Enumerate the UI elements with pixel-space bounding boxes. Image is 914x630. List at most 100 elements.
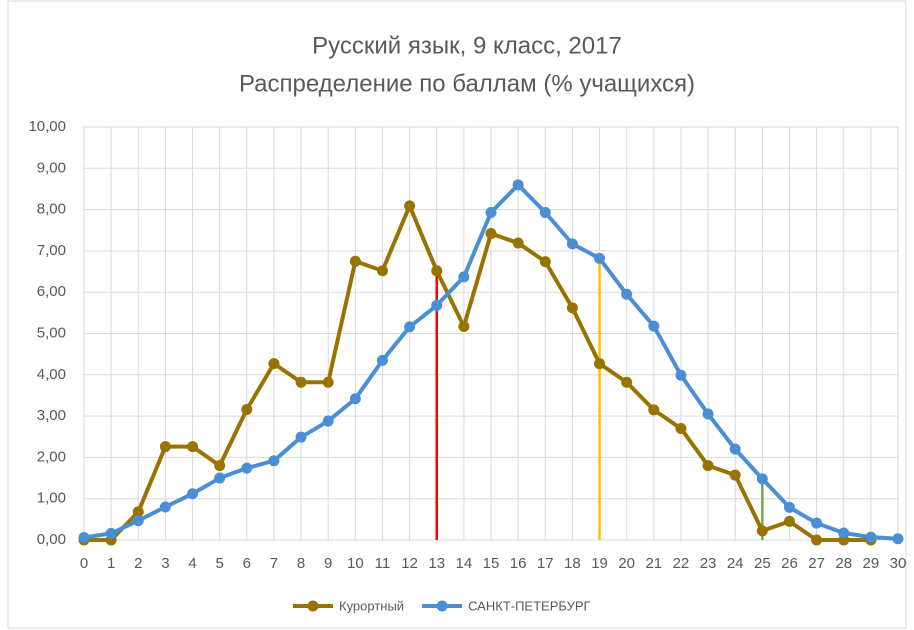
point bbox=[458, 320, 470, 332]
point bbox=[214, 472, 226, 484]
point bbox=[485, 206, 497, 218]
x-tick-label: 22 bbox=[673, 555, 690, 572]
point bbox=[132, 506, 144, 518]
point bbox=[322, 376, 334, 388]
x-tick-label: 30 bbox=[890, 555, 907, 572]
x-tick-label: 27 bbox=[808, 555, 825, 572]
point bbox=[675, 422, 687, 434]
point bbox=[295, 376, 307, 388]
x-tick-label: 25 bbox=[754, 555, 771, 572]
legend-label: Курортный bbox=[339, 598, 404, 613]
x-tick-label: 28 bbox=[835, 555, 852, 572]
point bbox=[431, 265, 443, 277]
point bbox=[241, 403, 253, 415]
point bbox=[566, 238, 578, 250]
point bbox=[783, 501, 795, 513]
x-tick-label: 16 bbox=[510, 555, 527, 572]
x-tick-label: 21 bbox=[645, 555, 662, 572]
point bbox=[621, 376, 633, 388]
point bbox=[539, 256, 551, 268]
point bbox=[295, 431, 307, 443]
point bbox=[159, 501, 171, 513]
point bbox=[648, 404, 660, 416]
x-tick-label: 15 bbox=[483, 555, 500, 572]
point bbox=[838, 527, 850, 539]
point bbox=[214, 460, 226, 472]
point bbox=[105, 527, 117, 539]
point bbox=[512, 237, 524, 249]
y-tick-label: 0,00 bbox=[37, 531, 66, 548]
x-tick-label: 23 bbox=[700, 555, 717, 572]
point bbox=[621, 288, 633, 300]
legend-marker bbox=[307, 600, 319, 612]
y-tick-label: 5,00 bbox=[37, 324, 66, 341]
legend-marker bbox=[436, 600, 448, 612]
point bbox=[512, 179, 524, 191]
point bbox=[187, 488, 199, 500]
x-tick-label: 18 bbox=[564, 555, 581, 572]
y-tick-label: 2,00 bbox=[37, 448, 66, 465]
y-tick-label: 10,00 bbox=[28, 118, 66, 135]
point bbox=[485, 228, 497, 240]
x-tick-label: 5 bbox=[215, 555, 223, 572]
point bbox=[729, 443, 741, 455]
point bbox=[648, 320, 660, 332]
point bbox=[349, 255, 361, 267]
point bbox=[756, 525, 768, 537]
y-tick-label: 8,00 bbox=[37, 201, 66, 218]
y-tick-label: 6,00 bbox=[37, 283, 66, 300]
y-tick-label: 9,00 bbox=[37, 159, 66, 176]
chart-subtitle: Распределение по баллам (% учащихся) bbox=[239, 70, 695, 97]
x-tick-label: 13 bbox=[428, 555, 445, 572]
point bbox=[892, 533, 904, 545]
point bbox=[566, 302, 578, 314]
point bbox=[756, 473, 768, 485]
point bbox=[268, 358, 280, 370]
x-tick-label: 3 bbox=[161, 555, 169, 572]
point bbox=[404, 200, 416, 212]
x-tick-label: 11 bbox=[375, 555, 391, 572]
x-tick-label: 19 bbox=[591, 555, 608, 572]
x-tick-label: 14 bbox=[456, 555, 473, 572]
y-tick-label: 3,00 bbox=[37, 407, 66, 424]
y-tick-label: 4,00 bbox=[37, 366, 66, 383]
x-tick-label: 4 bbox=[188, 555, 196, 572]
series-line bbox=[84, 203, 871, 542]
point bbox=[376, 265, 388, 277]
point bbox=[404, 321, 416, 333]
point bbox=[539, 206, 551, 218]
point bbox=[594, 358, 606, 370]
point bbox=[159, 441, 171, 453]
x-tick-label: 17 bbox=[537, 555, 554, 572]
point bbox=[783, 515, 795, 527]
point bbox=[376, 354, 388, 366]
point bbox=[78, 532, 90, 544]
point bbox=[322, 415, 334, 427]
y-tick-label: 1,00 bbox=[37, 490, 66, 507]
point bbox=[865, 531, 877, 543]
x-tick-label: 2 bbox=[134, 555, 142, 572]
point bbox=[811, 517, 823, 529]
point bbox=[241, 462, 253, 474]
point bbox=[675, 369, 687, 381]
point bbox=[268, 455, 280, 467]
legend-label: САНКТ-ПЕТЕРБУРГ bbox=[468, 598, 591, 613]
point bbox=[702, 460, 714, 472]
x-tick-label: 7 bbox=[270, 555, 278, 572]
x-tick-label: 26 bbox=[781, 555, 798, 572]
x-tick-label: 12 bbox=[401, 555, 418, 572]
point bbox=[702, 408, 714, 420]
x-tick-label: 8 bbox=[297, 555, 305, 572]
x-tick-label: 24 bbox=[727, 555, 744, 572]
x-tick-label: 20 bbox=[618, 555, 635, 572]
point bbox=[811, 534, 823, 546]
point bbox=[349, 393, 361, 405]
y-tick-label: 7,00 bbox=[37, 242, 66, 259]
x-tick-label: 6 bbox=[243, 555, 251, 572]
point bbox=[132, 515, 144, 527]
x-tick-label: 9 bbox=[324, 555, 332, 572]
x-tick-label: 0 bbox=[80, 555, 88, 572]
point bbox=[594, 252, 606, 264]
